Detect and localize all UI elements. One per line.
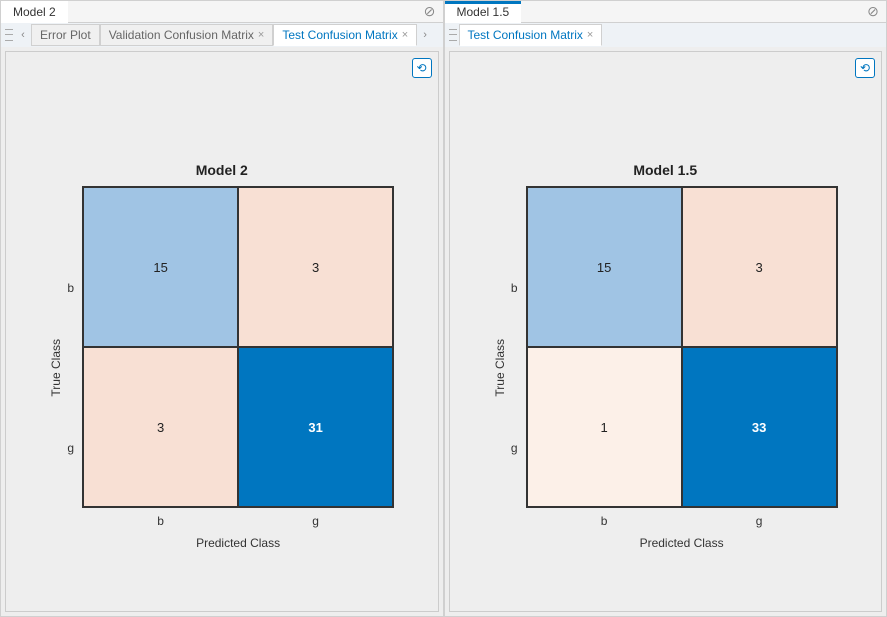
inner-tab-label: Test Confusion Matrix: [282, 28, 397, 42]
reset-view-icon[interactable]: ⟲: [412, 58, 432, 78]
confusion-matrix-grid: 153133: [526, 186, 838, 508]
inner-tab-label: Test Confusion Matrix: [468, 28, 583, 42]
outer-tab-label: Model 1.5: [457, 5, 510, 19]
y-axis-label: True Class: [493, 339, 507, 397]
inner-tab-bar: ‹ Error Plot Validation Confusion Matrix ×…: [1, 23, 443, 47]
inner-tab-bar: Test Confusion Matrix ×: [445, 23, 887, 47]
outer-tab-label: Model 2: [13, 5, 56, 19]
row-labels: b g: [511, 208, 518, 528]
row-label: b: [511, 281, 518, 295]
outer-tab-bar: Model 1.5 ⊘: [445, 1, 887, 23]
x-axis-label: Predicted Class: [640, 536, 724, 550]
plot-canvas: ⟲ Model 2 True Class b g 153331 b g: [5, 51, 439, 612]
plot-canvas: ⟲ Model 1.5 True Class b g 153133 b g: [449, 51, 883, 612]
matrix-cell: 3: [238, 187, 393, 347]
nav-right-icon[interactable]: ›: [417, 25, 433, 45]
inner-tab[interactable]: Validation Confusion Matrix ×: [100, 24, 274, 46]
col-label: g: [238, 514, 393, 528]
nav-left-icon[interactable]: ‹: [15, 25, 31, 45]
chart-title: Model 2: [6, 162, 438, 178]
matrix-cell: 15: [527, 187, 682, 347]
confusion-matrix-grid: 153331: [82, 186, 394, 508]
inner-tab-label: Validation Confusion Matrix: [109, 28, 254, 42]
outer-tab[interactable]: Model 1.5: [445, 1, 522, 23]
close-icon[interactable]: ×: [258, 29, 264, 41]
confusion-matrix-chart: Model 1.5 True Class b g 153133 b g Pred…: [450, 162, 882, 550]
close-icon[interactable]: ⊘: [866, 4, 880, 18]
inner-tab-label: Error Plot: [40, 28, 91, 42]
matrix-cell: 33: [682, 347, 837, 507]
inner-tab[interactable]: Error Plot: [31, 24, 100, 46]
inner-tab[interactable]: Test Confusion Matrix ×: [273, 24, 417, 46]
row-labels: b g: [67, 208, 74, 528]
plot-area: ⟲ Model 2 True Class b g 153331 b g: [1, 47, 443, 616]
matrix-cell: 1: [527, 347, 682, 507]
chart-title: Model 1.5: [450, 162, 882, 178]
y-axis-label: True Class: [49, 339, 63, 397]
col-labels: b g: [83, 514, 393, 528]
row-label: g: [511, 441, 518, 455]
col-label: g: [682, 514, 837, 528]
drag-handle-icon[interactable]: [5, 27, 13, 43]
matrix-cell: 31: [238, 347, 393, 507]
row-label: g: [67, 441, 74, 455]
outer-tab-bar: Model 2 ⊘: [1, 1, 443, 23]
col-labels: b g: [527, 514, 837, 528]
matrix-cell: 15: [83, 187, 238, 347]
outer-tab[interactable]: Model 2: [1, 1, 68, 23]
reset-view-icon[interactable]: ⟲: [855, 58, 875, 78]
close-icon[interactable]: ×: [402, 29, 408, 41]
col-label: b: [527, 514, 682, 528]
row-label: b: [67, 281, 74, 295]
plot-area: ⟲ Model 1.5 True Class b g 153133 b g: [445, 47, 887, 616]
matrix-cell: 3: [682, 187, 837, 347]
x-axis-label: Predicted Class: [196, 536, 280, 550]
confusion-matrix-chart: Model 2 True Class b g 153331 b g Predic…: [6, 162, 438, 550]
matrix-cell: 3: [83, 347, 238, 507]
drag-handle-icon[interactable]: [449, 27, 457, 43]
col-label: b: [83, 514, 238, 528]
close-icon[interactable]: ×: [587, 29, 593, 41]
close-icon[interactable]: ⊘: [423, 4, 437, 18]
inner-tab[interactable]: Test Confusion Matrix ×: [459, 24, 603, 46]
